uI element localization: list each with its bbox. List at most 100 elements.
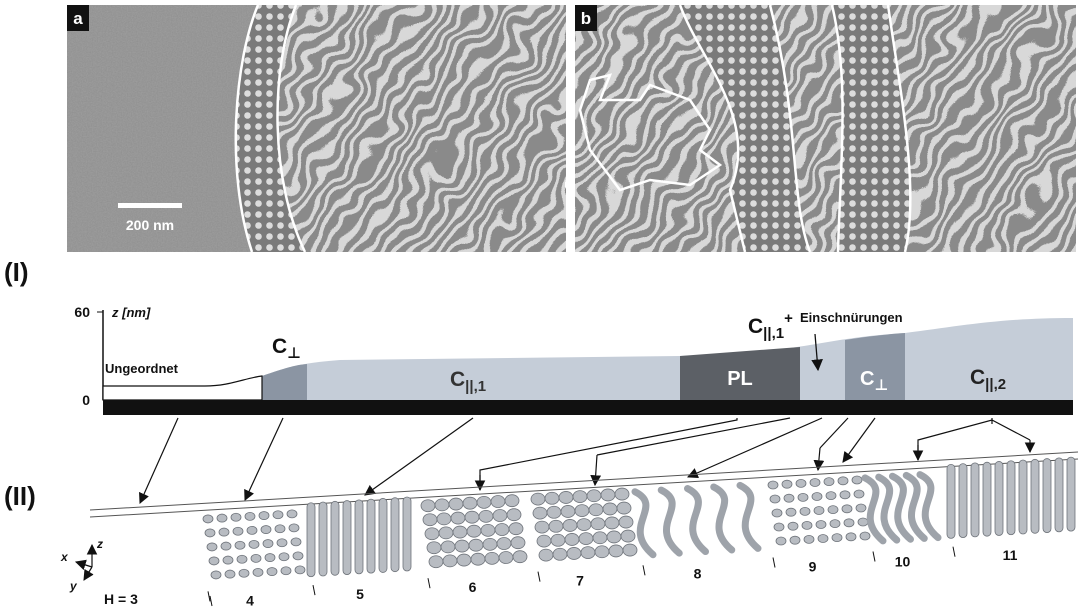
axis-tick: 60 — [74, 304, 90, 320]
micelle — [291, 538, 301, 546]
worm — [920, 475, 938, 538]
micelle — [595, 546, 609, 558]
micelle — [509, 523, 523, 535]
micelle — [826, 492, 836, 500]
micelle — [844, 519, 854, 527]
scale-bar — [118, 203, 182, 208]
worm — [906, 475, 924, 538]
micelle — [567, 547, 581, 559]
micelle — [838, 477, 848, 485]
micelle — [443, 555, 457, 567]
micelle — [565, 533, 579, 545]
worm — [879, 477, 897, 540]
micelle — [615, 488, 629, 500]
micelle — [449, 498, 463, 510]
layer-label: 7 — [576, 573, 584, 589]
micelle — [788, 522, 798, 530]
micelle — [770, 495, 780, 503]
micelle — [209, 557, 219, 565]
micelle — [505, 495, 519, 507]
layer-label: 6 — [469, 579, 477, 595]
micelle — [289, 524, 299, 532]
cylinder — [959, 464, 967, 538]
axis-name: y — [69, 579, 78, 593]
micelle — [437, 513, 451, 525]
panel-label: a — [73, 9, 83, 28]
part-label: (I) — [4, 257, 29, 287]
micelle — [259, 512, 269, 520]
cylinder — [343, 501, 351, 575]
micelle — [481, 524, 495, 536]
micelle — [790, 536, 800, 544]
micelle — [511, 537, 525, 549]
micelle — [579, 533, 593, 545]
micelle — [537, 535, 551, 547]
height-profile: 60 0 z [nm] — [74, 304, 1073, 415]
micelle — [233, 527, 243, 535]
micelle — [253, 568, 263, 576]
axis-tick: 0 — [82, 392, 90, 408]
micelle — [804, 535, 814, 543]
micelle — [601, 489, 615, 501]
cylinder — [995, 461, 1003, 535]
micelle — [553, 548, 567, 560]
micelle — [575, 505, 589, 517]
arrows — [140, 418, 1030, 503]
micelle — [247, 526, 257, 534]
micelle — [467, 525, 481, 537]
cylinder — [331, 501, 339, 575]
micelle — [477, 496, 491, 508]
micelle — [539, 549, 553, 561]
micelle — [235, 541, 245, 549]
micelle — [427, 542, 441, 554]
micelle — [828, 506, 838, 514]
cylinder — [355, 500, 363, 574]
simulation-strip: 4567891011 — [90, 452, 1078, 608]
micelle — [273, 511, 283, 519]
micelle — [607, 531, 621, 543]
micelle — [245, 512, 255, 520]
region-label: PL — [727, 368, 753, 390]
micelle — [573, 491, 587, 503]
micelle — [499, 552, 513, 564]
cylinder — [1067, 457, 1075, 531]
annotation: Einschnürungen — [800, 310, 903, 325]
micelle — [507, 509, 521, 521]
micelle — [802, 521, 812, 529]
micelle — [535, 521, 549, 533]
micelle — [581, 547, 595, 559]
micelle — [441, 541, 455, 553]
layer-label: H = 3 — [104, 591, 138, 607]
micelle — [469, 539, 483, 551]
micelle — [852, 476, 862, 484]
micelle — [563, 519, 577, 531]
micelle — [559, 491, 573, 503]
micelle — [800, 507, 810, 515]
micelle — [561, 505, 575, 517]
micelle — [205, 529, 215, 537]
micelle — [457, 554, 471, 566]
layer-label: 11 — [1003, 547, 1018, 563]
micelle — [531, 493, 545, 505]
micelle — [483, 538, 497, 550]
micelle — [858, 518, 868, 526]
micrograph-a: a 200 nm — [40, 0, 580, 280]
layer-tick — [953, 547, 955, 557]
cylinder — [319, 502, 327, 576]
micelle — [421, 500, 435, 512]
worm — [661, 490, 679, 553]
micelle — [551, 534, 565, 546]
micelle — [293, 552, 303, 560]
micelle — [617, 502, 631, 514]
micelle — [495, 524, 509, 536]
figure: a 200 nm b (I) 60 0 z [nm] Ungeordnet C⊥… — [0, 0, 1081, 609]
micelle — [249, 540, 259, 548]
micelle — [854, 490, 864, 498]
micelle — [287, 510, 297, 518]
micelle — [491, 496, 505, 508]
layer-tick — [873, 552, 875, 562]
micelle — [856, 504, 866, 512]
micelle — [493, 510, 507, 522]
micelle — [824, 478, 834, 486]
axis-label: z [nm] — [111, 305, 151, 320]
